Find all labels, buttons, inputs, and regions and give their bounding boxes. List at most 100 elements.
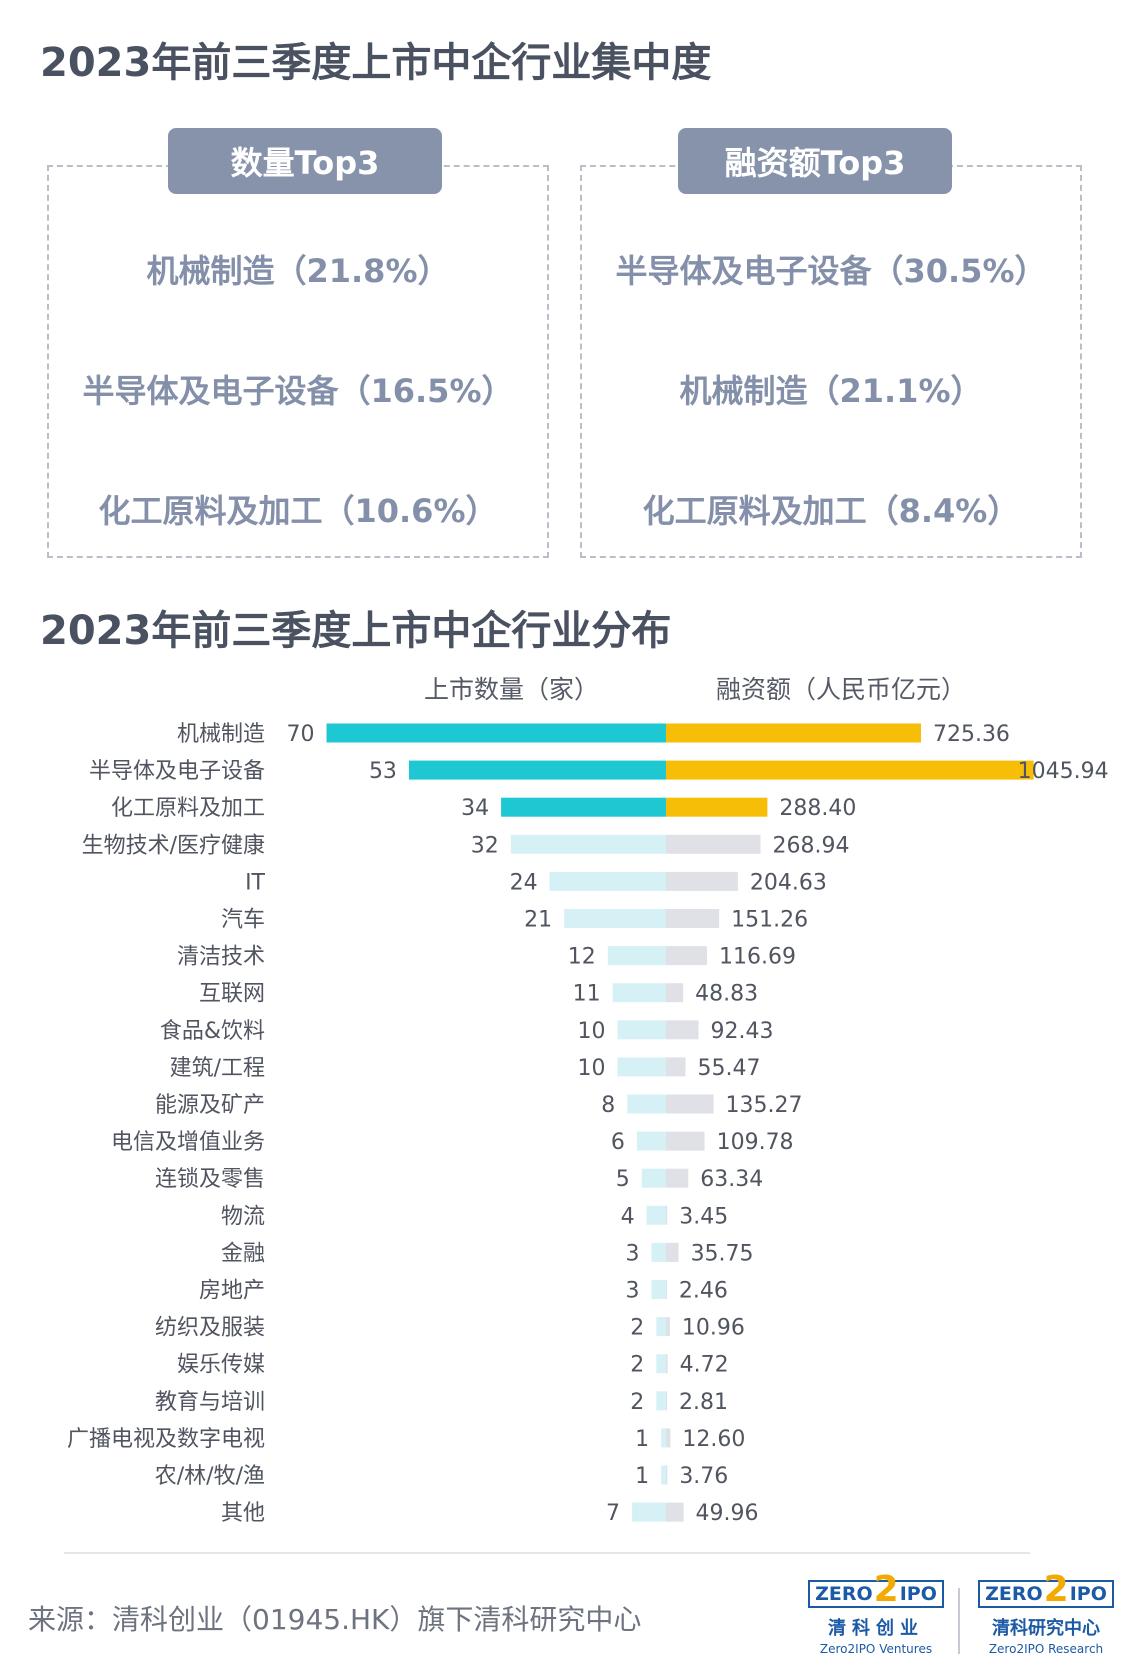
count-value-label: 4 [621,1204,635,1229]
funding-bar [666,1168,689,1188]
count-value-label: 2 [630,1390,644,1415]
logo-mark-ipo: IPO [899,1583,937,1605]
category-label: 清洁技术 [177,945,265,970]
funding-bar [666,1205,668,1225]
funding-bar [666,1280,667,1299]
category-label: 汽车 [221,908,265,933]
logo-mark-two: 2 [873,1569,899,1610]
category-label: 农/林/牧/渔 [155,1464,265,1489]
count-value-label: 10 [578,1056,606,1081]
count-value-label: 6 [611,1130,625,1155]
funding-value-label: 204.63 [750,870,827,895]
count-value-label: 34 [461,796,489,821]
funding-bar [666,723,921,743]
count-bar [627,1094,666,1114]
count-value-label: 70 [287,722,315,747]
funding-bar [666,1057,686,1077]
funding-value-label: 288.40 [779,796,856,821]
logo-mark-two: 2 [1043,1569,1069,1610]
category-label: 其他 [221,1501,265,1526]
count-value-label: 10 [578,1019,606,1044]
count-bar [636,1131,666,1151]
funding-value-label: 63.34 [700,1167,763,1192]
funding-value-label: 725.36 [933,722,1010,747]
funding-bar [666,946,708,966]
funding-bar [666,797,768,817]
funding-bar [666,1391,667,1411]
logo-mark-ipo: IPO [1069,1583,1107,1605]
count-value-label: 3 [625,1241,639,1266]
count-bar [661,1465,666,1485]
funding-top3-tab: 融资额Top3 [678,128,952,194]
category-label: 食品&饮料 [160,1019,265,1044]
category-label: 教育与培训 [155,1390,265,1415]
logo-en-name: Zero2IPO Ventures [819,1642,933,1656]
count-bar [510,834,666,854]
funding-bar [666,1354,668,1374]
count-bar [607,946,666,966]
funding-column-header: 融资额（人民币亿元） [716,675,967,704]
count-value-label: 53 [369,759,397,784]
category-label: 房地产 [199,1279,265,1304]
logo-separator [958,1588,960,1654]
funding-bar [666,909,720,928]
count-bar [501,797,666,817]
count-value-label: 12 [568,945,596,970]
count-bar [326,723,666,743]
funding-value-label: 116.69 [719,945,796,970]
count-bar [646,1205,666,1225]
category-label: 生物技术/医疗健康 [82,833,265,858]
logo-mark-zero: ZERO [985,1583,1043,1605]
funding-bar [666,1428,671,1448]
funding-value-label: 135.27 [726,1093,803,1118]
funding-bar [666,1094,714,1114]
funding-value-label: 12.60 [682,1427,745,1452]
funding-value-label: 55.47 [697,1056,760,1081]
count-value-label: 1 [635,1427,649,1452]
count-value-label: 2 [630,1353,644,1378]
funding-bar [666,760,1034,780]
category-label: 金融 [221,1241,265,1266]
category-label: 机械制造 [177,722,265,747]
count-bar [612,983,666,1003]
count-value-label: 11 [573,982,601,1007]
funding-value-label: 2.81 [679,1390,728,1415]
funding-value-label: 10.96 [682,1316,745,1341]
funding-rank-3: 化工原料及加工（8.4%） [642,492,1020,530]
count-value-label: 24 [510,870,538,895]
count-bar [661,1428,666,1448]
concentration-title: 2023年前三季度上市中企行业集中度 [40,40,712,86]
distribution-title: 2023年前三季度上市中企行业分布 [40,608,672,654]
category-label: 能源及矿产 [155,1093,265,1118]
count-top3-tab: 数量Top3 [168,128,442,194]
count-value-label: 7 [606,1501,620,1526]
funding-rank-2: 机械制造（21.1%） [679,372,983,410]
count-rank-3: 化工原料及加工（10.6%） [98,492,498,530]
category-label: 半导体及电子设备 [89,759,265,784]
funding-value-label: 48.83 [695,982,758,1007]
count-bar [408,760,666,780]
funding-value-label: 151.26 [731,908,808,933]
category-label: 连锁及零售 [155,1167,265,1192]
category-label: 物流 [221,1204,265,1229]
category-label: 纺织及服装 [155,1316,265,1341]
count-value-label: 8 [601,1093,615,1118]
category-label: 娱乐传媒 [177,1353,265,1378]
category-label: 建筑/工程 [170,1056,265,1081]
count-column-header: 上市数量（家） [424,675,600,704]
funding-value-label: 3.45 [679,1204,728,1229]
category-label: 互联网 [199,982,265,1007]
count-bar [656,1317,666,1337]
zero2ipo-research-logo: ZERO 2 IPO 清科研究中心 Zero2IPO Research [976,1569,1116,1656]
count-bar [641,1168,666,1188]
count-value-label: 5 [616,1167,630,1192]
count-value-label: 1 [635,1464,649,1489]
count-rank-1: 机械制造（21.8%） [146,252,450,290]
funding-bar [666,1242,679,1262]
count-bar [617,1057,666,1077]
category-label: 电信及增值业务 [111,1130,265,1155]
count-bar [656,1354,666,1374]
logo-cn-name: 清科创业 [828,1618,924,1639]
category-label: IT [245,870,265,895]
